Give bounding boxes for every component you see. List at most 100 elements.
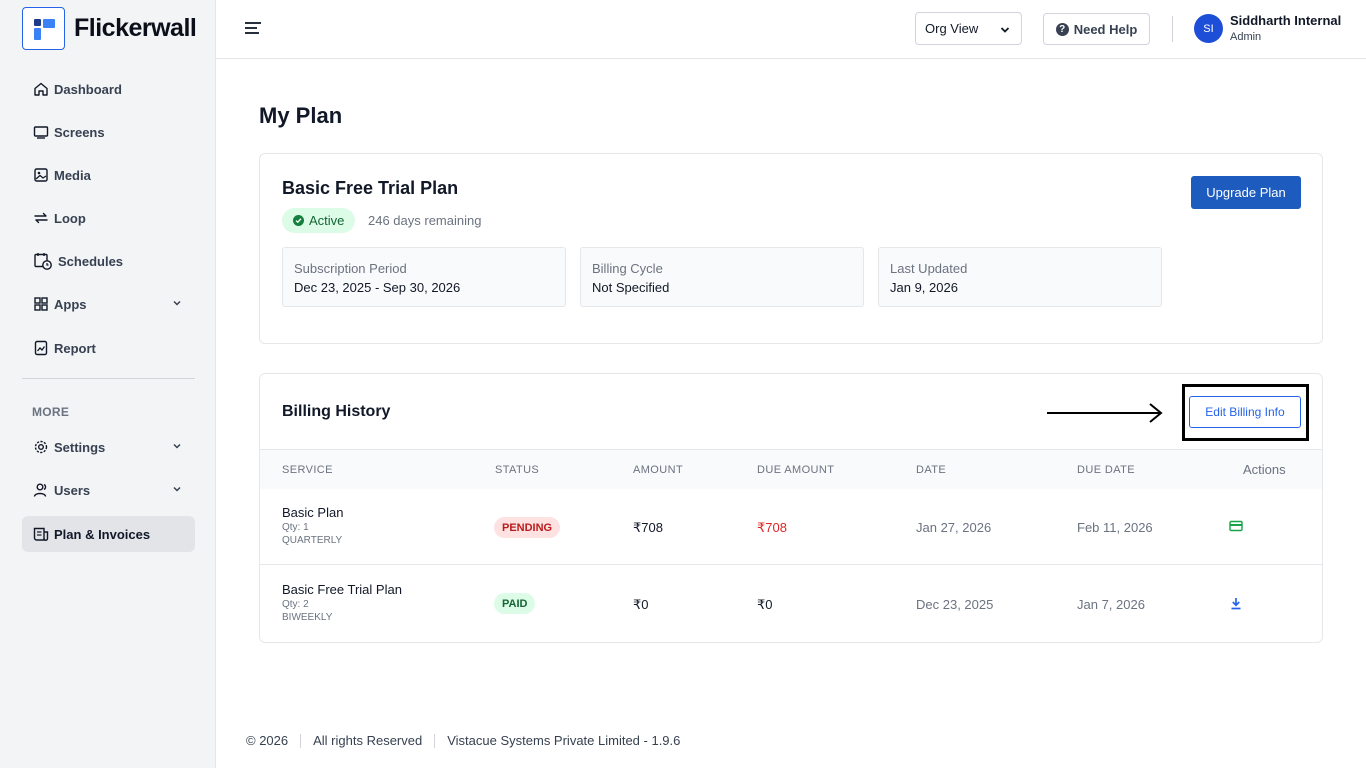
- info-value: Dec 23, 2025 - Sep 30, 2026: [294, 280, 461, 295]
- amount-cell: ₹0: [633, 597, 649, 612]
- due-date-cell: Jan 7, 2026: [1077, 597, 1145, 612]
- due-amount-cell: ₹708: [757, 520, 787, 535]
- status-badge-label: Active: [309, 213, 345, 228]
- service-name: Basic Plan: [282, 505, 344, 520]
- user-role: Admin: [1230, 31, 1262, 43]
- invoice-icon: [32, 525, 50, 543]
- page-title: My Plan: [259, 103, 343, 128]
- sidebar-item-loop[interactable]: Loop: [22, 200, 195, 236]
- arrow-right-icon: [1046, 402, 1164, 429]
- column-header: SERVICE: [282, 464, 333, 476]
- plan-name: Basic Free Trial Plan: [282, 178, 459, 198]
- amount-cell: ₹708: [633, 520, 663, 535]
- help-icon: ?: [1055, 22, 1069, 36]
- sidebar-item-label: Screens: [54, 124, 105, 140]
- sidebar-item-screens[interactable]: Screens: [22, 114, 195, 150]
- status-badge: Active: [282, 208, 356, 233]
- date-cell: Jan 27, 2026: [916, 520, 992, 535]
- last-updated-box: Last Updated Jan 9, 2026: [878, 247, 1162, 307]
- chevron-down-icon: [171, 483, 183, 498]
- plan-card: Basic Free Trial Plan Active 246 days re…: [259, 153, 1323, 344]
- sidebar-item-apps[interactable]: Apps: [22, 286, 195, 322]
- org-view-value: Org View: [925, 21, 979, 36]
- highlight-box: [1182, 384, 1309, 441]
- menu-toggle-icon[interactable]: [244, 20, 262, 41]
- org-view-select[interactable]: Org View: [915, 12, 1022, 45]
- info-label: Billing Cycle: [592, 261, 663, 276]
- sidebar-item-dashboard[interactable]: Dashboard: [22, 71, 195, 107]
- status-badge: PAID: [494, 593, 536, 614]
- table-row: Basic Plan Qty: 1 QUARTERLY PENDING ₹708…: [260, 489, 1322, 565]
- service-qty: Qty: 2: [282, 599, 309, 610]
- need-help-label: Need Help: [1073, 21, 1138, 37]
- sidebar-item-plan-invoices[interactable]: Plan & Invoices: [22, 516, 195, 552]
- column-header: Actions: [1243, 462, 1286, 477]
- chevron-down-icon: [171, 297, 183, 312]
- column-header: AMOUNT: [633, 464, 684, 476]
- sidebar-item-label: Schedules: [58, 253, 124, 269]
- upgrade-plan-button[interactable]: Upgrade Plan: [1191, 176, 1301, 209]
- service-cycle: BIWEEKLY: [282, 612, 333, 623]
- footer-copyright: © 2026: [246, 733, 289, 748]
- sidebar-divider: [22, 378, 195, 379]
- sidebar-item-label: Dashboard: [54, 81, 122, 97]
- service-cell: Basic Plan Qty: 1 QUARTERLY: [282, 505, 343, 546]
- info-value: Jan 9, 2026: [890, 280, 958, 295]
- column-header: DUE AMOUNT: [757, 464, 835, 476]
- footer-rights: All rights Reserved: [313, 733, 423, 748]
- calendar-clock-icon: [32, 252, 54, 270]
- credit-card-icon[interactable]: [1229, 520, 1243, 535]
- user-name[interactable]: Siddharth Internal: [1230, 13, 1342, 28]
- avatar[interactable]: SI: [1194, 14, 1223, 43]
- column-header: STATUS: [495, 464, 540, 476]
- topbar-divider: [1172, 16, 1173, 42]
- table-row: Basic Free Trial Plan Qty: 2 BIWEEKLY PA…: [260, 566, 1322, 642]
- footer-divider: [434, 733, 436, 748]
- brand-logo[interactable]: Flickerwall: [22, 7, 197, 50]
- info-value: Not Specified: [592, 280, 670, 295]
- sidebar-section-more: MORE: [32, 405, 70, 419]
- days-remaining: 246 days remaining: [368, 213, 482, 228]
- due-amount-cell: ₹0: [757, 597, 773, 612]
- logo-icon: [22, 7, 65, 50]
- gear-icon: [32, 438, 50, 456]
- screen-icon: [32, 123, 50, 141]
- service-name: Basic Free Trial Plan: [282, 582, 402, 597]
- sidebar-item-label: Users: [54, 482, 91, 498]
- sidebar-item-media[interactable]: Media: [22, 157, 195, 193]
- sidebar-item-report[interactable]: Report: [22, 330, 195, 366]
- brand-name: Flickerwall: [74, 14, 197, 42]
- download-icon[interactable]: [1230, 597, 1242, 613]
- need-help-button[interactable]: ? Need Help: [1043, 13, 1150, 45]
- service-cycle: QUARTERLY: [282, 535, 343, 546]
- sidebar-item-label: Settings: [54, 439, 106, 455]
- date-cell: Dec 23, 2025: [916, 597, 994, 612]
- footer-company: Vistacue Systems Private Limited - 1.9.6: [447, 733, 681, 748]
- status-badge: PENDING: [494, 517, 561, 538]
- sidebar-item-label: Loop: [54, 210, 86, 226]
- sidebar-item-settings[interactable]: Settings: [22, 429, 195, 465]
- sidebar-item-label: Apps: [54, 296, 87, 312]
- chevron-down-icon: [999, 24, 1011, 39]
- loop-icon: [32, 209, 50, 227]
- top-bar: Org View ? Need Help SI Siddharth Intern…: [216, 0, 1366, 59]
- info-label: Last Updated: [890, 261, 968, 276]
- users-icon: [32, 481, 50, 499]
- footer: © 2026 All rights Reserved Vistacue Syst…: [246, 733, 680, 748]
- info-label: Subscription Period: [294, 261, 407, 276]
- sidebar-item-schedules[interactable]: Schedules: [22, 243, 195, 279]
- report-icon: [32, 339, 50, 357]
- chevron-down-icon: [171, 440, 183, 455]
- footer-divider: [300, 733, 302, 748]
- billing-history-title: Billing History: [282, 403, 391, 420]
- billing-history-card: Billing History Edit Billing Info SERVIC…: [259, 373, 1323, 643]
- sidebar-item-label: Media: [54, 167, 91, 183]
- service-cell: Basic Free Trial Plan Qty: 2 BIWEEKLY: [282, 582, 402, 623]
- check-circle-icon: [293, 215, 304, 226]
- home-icon: [32, 80, 50, 98]
- sidebar-item-users[interactable]: Users: [22, 472, 195, 508]
- column-header: DATE: [916, 464, 947, 476]
- image-icon: [32, 166, 50, 184]
- grid-icon: [32, 295, 50, 313]
- edit-billing-info-button[interactable]: Edit Billing Info: [1189, 396, 1301, 428]
